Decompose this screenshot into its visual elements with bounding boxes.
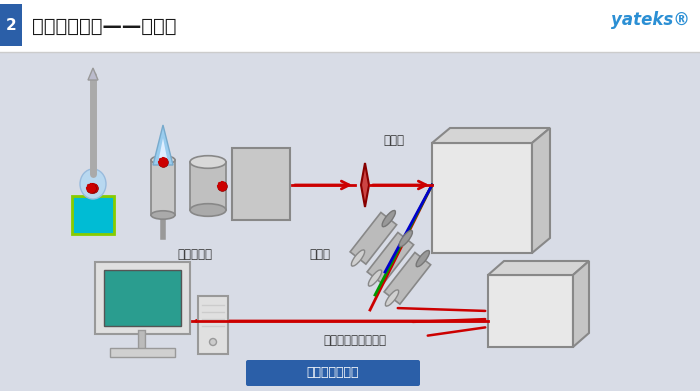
Bar	[198, 296, 228, 354]
Bar	[72, 196, 114, 234]
Bar	[0, 4, 22, 46]
Bar	[432, 143, 532, 253]
Ellipse shape	[399, 230, 412, 247]
Polygon shape	[532, 128, 550, 253]
Polygon shape	[384, 253, 430, 304]
Ellipse shape	[368, 270, 382, 286]
Bar	[0, 0, 700, 52]
Bar	[95, 262, 190, 334]
Polygon shape	[350, 212, 397, 264]
Ellipse shape	[385, 290, 399, 306]
Bar	[151, 160, 175, 215]
Ellipse shape	[151, 211, 175, 219]
Bar	[190, 162, 226, 210]
Polygon shape	[488, 261, 589, 275]
Ellipse shape	[151, 156, 175, 164]
Ellipse shape	[351, 250, 365, 266]
Polygon shape	[367, 232, 414, 284]
Bar	[110, 348, 175, 357]
Text: 分光器: 分光器	[383, 133, 404, 147]
Ellipse shape	[80, 169, 106, 199]
Text: 光谱仪工作原理: 光谱仪工作原理	[307, 366, 359, 380]
Ellipse shape	[190, 156, 226, 168]
Text: 探测器: 探测器	[309, 249, 330, 262]
Text: 2: 2	[6, 18, 16, 32]
Ellipse shape	[382, 210, 396, 227]
Bar	[0, 52, 700, 391]
Polygon shape	[361, 163, 369, 207]
Text: yateks®: yateks®	[611, 11, 690, 29]
Text: 信号处理与分析系统: 信号处理与分析系统	[323, 334, 386, 346]
Polygon shape	[88, 68, 98, 80]
Ellipse shape	[416, 251, 430, 267]
Polygon shape	[153, 125, 173, 165]
Bar	[232, 148, 290, 220]
Bar	[104, 270, 181, 326]
Text: 光谱分析技术——光谱仪: 光谱分析技术——光谱仪	[32, 16, 176, 36]
FancyBboxPatch shape	[246, 360, 420, 386]
Ellipse shape	[190, 204, 226, 216]
Text: 各种激发源: 各种激发源	[178, 248, 213, 261]
Polygon shape	[158, 138, 168, 163]
Ellipse shape	[209, 339, 216, 346]
Bar	[488, 275, 573, 347]
Polygon shape	[573, 261, 589, 347]
Polygon shape	[432, 128, 550, 143]
